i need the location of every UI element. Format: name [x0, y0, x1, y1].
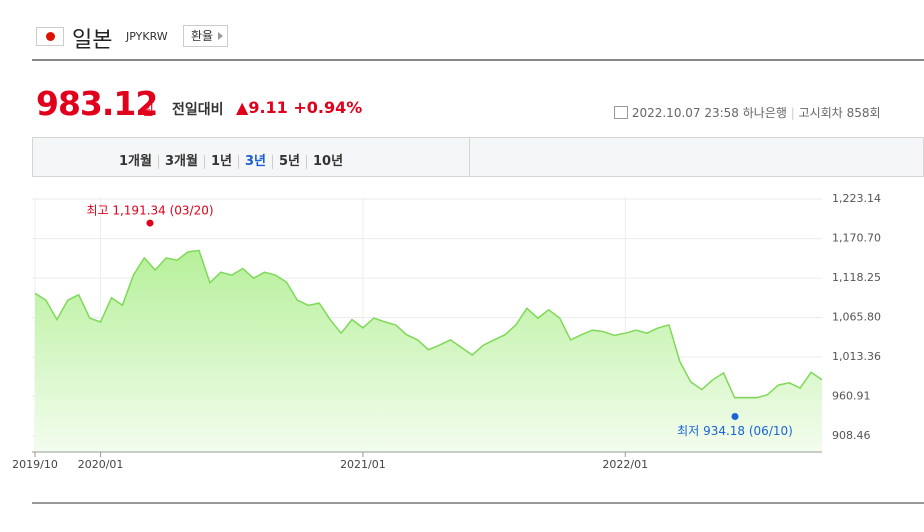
- annotation-label: 최고 1,191.34 (03/20): [86, 204, 213, 218]
- meta: 2022.10.07 23:58 하나은행 | 고시회차 858회: [614, 104, 881, 121]
- up-arrow: ▲: [236, 98, 249, 117]
- y-tick-label: 1,118.25: [832, 271, 881, 284]
- round: 고시회차 858회: [798, 106, 881, 120]
- bottom-divider: [32, 502, 924, 504]
- y-tick-label: 908.46: [832, 429, 871, 442]
- divider: [32, 59, 924, 61]
- country: 일본: [72, 28, 113, 53]
- tab[interactable]: 1개월: [119, 154, 152, 169]
- tab[interactable]: 3년: [237, 155, 272, 169]
- tab[interactable]: 3개월: [157, 155, 204, 169]
- code: JPYKRW: [126, 30, 168, 43]
- price: 983.12: [36, 84, 158, 123]
- y-tick-label: 1,013.36: [832, 350, 881, 363]
- x-tick-label: 2019/10: [12, 458, 58, 471]
- tab[interactable]: 10년: [305, 155, 349, 169]
- tabs: 1개월 3개월 1년 3년 5년 10년: [113, 150, 349, 169]
- flag-dot: [45, 32, 55, 41]
- tab-bar: 1개월 3개월 1년 3년 5년 10년: [32, 137, 924, 177]
- y-tick-label: 1,065.80: [832, 311, 881, 324]
- change: ▲9.11 +0.94%: [236, 98, 362, 117]
- tab-divider: [469, 138, 470, 176]
- chart: 1,223.14 1,170.70 1,118.25 1,065.80 1,013.36…: [12, 192, 881, 471]
- annotation-dot: [146, 219, 154, 227]
- x-tick-label: 2020/01: [78, 458, 124, 471]
- x-tick-label: 2021/01: [340, 458, 386, 471]
- area: [35, 250, 822, 452]
- unit: 원: [142, 104, 154, 119]
- change-value: 9.11: [248, 98, 288, 117]
- bank: 하나은행: [742, 106, 787, 120]
- change-label: 전일대비: [172, 102, 224, 118]
- line: [34, 249, 823, 399]
- arrow: [218, 32, 224, 40]
- x-tick-label: 2022/01: [602, 458, 648, 471]
- annotation-label: 최저 934.18 (06/10): [677, 424, 793, 438]
- y-tick-label: 960.91: [832, 389, 871, 402]
- calendar-icon: [614, 106, 628, 119]
- annotation-dot: [731, 413, 739, 421]
- change-pct: +0.94%: [293, 98, 363, 117]
- y-tick-label: 1,223.14: [832, 192, 881, 205]
- tab[interactable]: 5년: [271, 155, 306, 169]
- rate-button[interactable]: 환율: [183, 25, 229, 47]
- datetime: 2022.10.07 23:58: [631, 106, 739, 120]
- flag: [36, 27, 64, 46]
- button-text[interactable]: 환율: [191, 29, 214, 43]
- tab[interactable]: 1년: [203, 155, 238, 169]
- y-tick-label: 1,170.70: [832, 232, 881, 245]
